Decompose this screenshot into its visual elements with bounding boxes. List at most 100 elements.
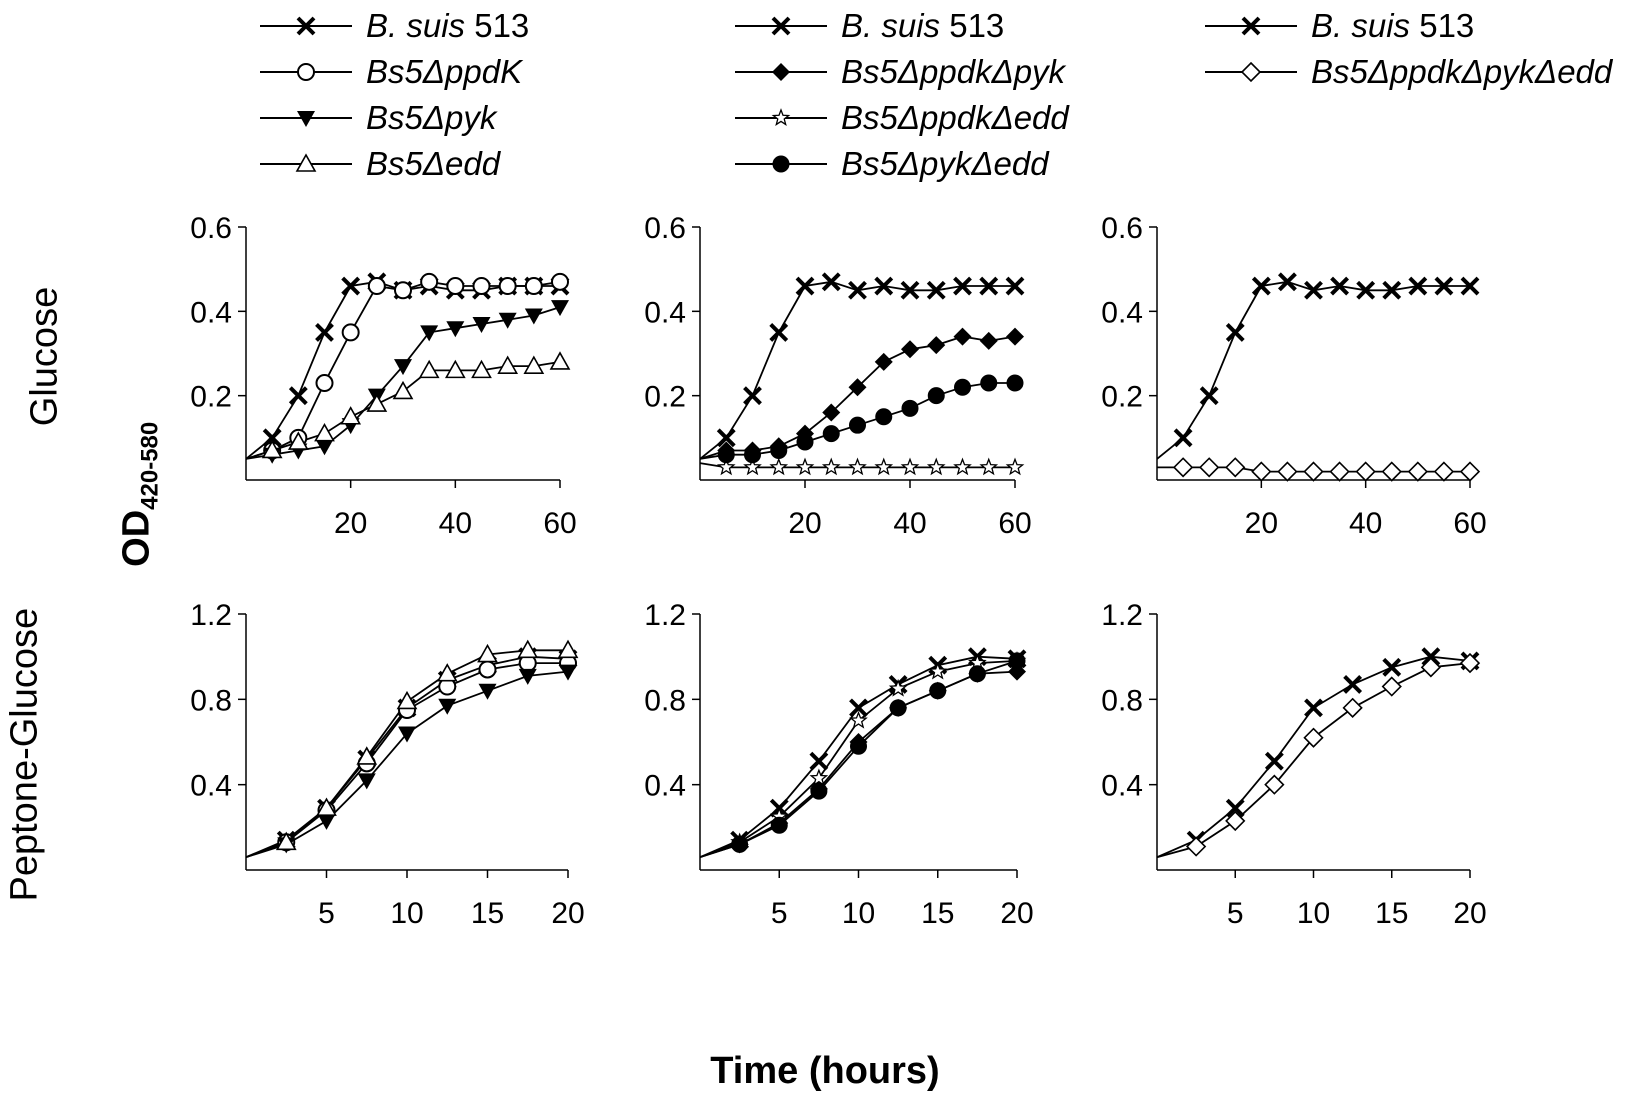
series-line	[1156, 280, 1470, 460]
data-point	[770, 441, 788, 459]
data-point	[716, 457, 736, 476]
data-point	[822, 425, 840, 443]
legend-label-part: Bs5ΔppdkΔpyk	[841, 53, 1066, 90]
y-tick-label: 0.6	[1101, 212, 1143, 245]
data-point	[979, 331, 998, 350]
legend-marker-diamond-open	[1240, 61, 1262, 83]
legend-swatch	[1205, 16, 1297, 36]
data-point	[1408, 276, 1428, 296]
legend-swatch	[260, 153, 352, 172]
data-point	[849, 698, 868, 718]
chart-panel-5: 0.4 0.8 1.2 5 10 15 20	[644, 599, 1033, 930]
data-point	[551, 300, 569, 317]
legend-label-part: Bs5ΔpykΔedd	[841, 145, 1049, 182]
data-point	[927, 336, 946, 355]
data-point	[557, 639, 579, 659]
data-point	[954, 378, 971, 396]
data-point	[472, 316, 491, 333]
data-point	[743, 457, 762, 476]
legend-item-bs5-dppdk: Bs5ΔppdK	[258, 50, 618, 96]
data-point	[1264, 774, 1285, 795]
legend-item-bs5-dpyk: Bs5Δpyk	[258, 96, 618, 142]
legend-marker-star-open	[771, 108, 791, 126]
x-tick-label: 10	[842, 897, 875, 930]
data-point	[874, 276, 894, 296]
data-point	[420, 272, 439, 291]
series-line	[245, 655, 569, 859]
y-tick-label: 0.6	[644, 212, 686, 245]
data-point	[809, 751, 829, 771]
data-point	[744, 446, 761, 464]
legend-label: Bs5ΔpykΔedd	[841, 144, 1049, 184]
data-point	[518, 668, 537, 685]
data-point	[979, 457, 999, 476]
data-point	[1225, 798, 1245, 818]
legend-marker-x	[296, 16, 316, 36]
series-b-suis-513	[1156, 655, 1471, 859]
data-point	[1421, 647, 1441, 667]
data-point	[1303, 461, 1324, 482]
legend-label-part: 513	[940, 7, 1005, 44]
legend-label: Bs5ΔppdK	[366, 52, 522, 92]
legend-label: B. suis 513	[366, 6, 529, 46]
series-b-suis-513	[699, 655, 1018, 859]
data-point	[498, 312, 517, 329]
data-point	[927, 387, 945, 405]
legend-label: Bs5ΔppdkΔpyk	[841, 52, 1065, 92]
data-point	[1303, 727, 1324, 748]
data-point	[287, 431, 309, 450]
legend-marker-x	[771, 16, 791, 36]
data-point	[446, 321, 465, 338]
legend-item-b-suis-513: B. suis 513	[733, 4, 1093, 50]
legend-item-b-suis-513: B. suis 513	[258, 4, 618, 50]
data-point	[795, 276, 815, 296]
data-point	[341, 276, 361, 296]
x-tick-label: 20	[551, 897, 584, 930]
data-point	[926, 457, 946, 476]
x-tick-label: 40	[893, 507, 926, 540]
data-point	[795, 457, 815, 476]
data-point	[1382, 657, 1402, 677]
data-point	[821, 272, 841, 292]
data-point	[1199, 386, 1219, 406]
y-tick-label: 0.4	[1101, 296, 1143, 329]
legend-label-part: Bs5ΔppdK	[366, 53, 523, 90]
y-axis-label-sub: 420-580	[136, 421, 164, 510]
series-markers-b-suis-513	[716, 272, 1025, 448]
data-point	[394, 281, 412, 300]
row-label-peptone-glucose: Peptone-Glucose	[3, 607, 46, 902]
y-tick-label: 0.2	[1101, 381, 1143, 414]
data-point	[420, 325, 439, 342]
data-point	[1005, 276, 1025, 296]
data-point	[850, 737, 867, 755]
data-point	[1382, 280, 1402, 300]
data-point	[926, 280, 946, 300]
data-point	[559, 664, 577, 681]
data-point	[953, 457, 972, 476]
data-point	[900, 280, 920, 300]
y-tick-label: 1.2	[190, 599, 232, 632]
x-tick-label: 60	[1453, 507, 1486, 540]
series-bs5-dppdk-dpyk	[699, 670, 1018, 859]
data-point	[900, 457, 920, 476]
y-tick-label: 0.4	[1101, 770, 1143, 803]
legend-label: Bs5ΔppdkΔpykΔedd	[1311, 52, 1612, 92]
data-point	[821, 457, 841, 476]
data-point	[979, 276, 999, 296]
y-tick-label: 0.8	[644, 684, 686, 717]
data-point	[288, 386, 308, 406]
data-point	[1251, 461, 1272, 482]
data-point	[1343, 674, 1363, 694]
data-point	[810, 782, 828, 800]
data-point	[477, 643, 498, 663]
data-point	[1420, 657, 1442, 678]
x-tick-label: 20	[1453, 897, 1486, 930]
y-tick-label: 0.8	[190, 684, 232, 717]
series-markers-bs5-dedd	[261, 351, 571, 459]
data-point	[517, 639, 539, 659]
chart-panel-2: 0.2 0.4 0.6 20 40 60	[644, 212, 1031, 540]
legend-swatch	[735, 155, 827, 173]
data-point	[392, 380, 414, 400]
data-point	[848, 378, 867, 397]
legend-label-part: Bs5Δedd	[366, 145, 501, 182]
